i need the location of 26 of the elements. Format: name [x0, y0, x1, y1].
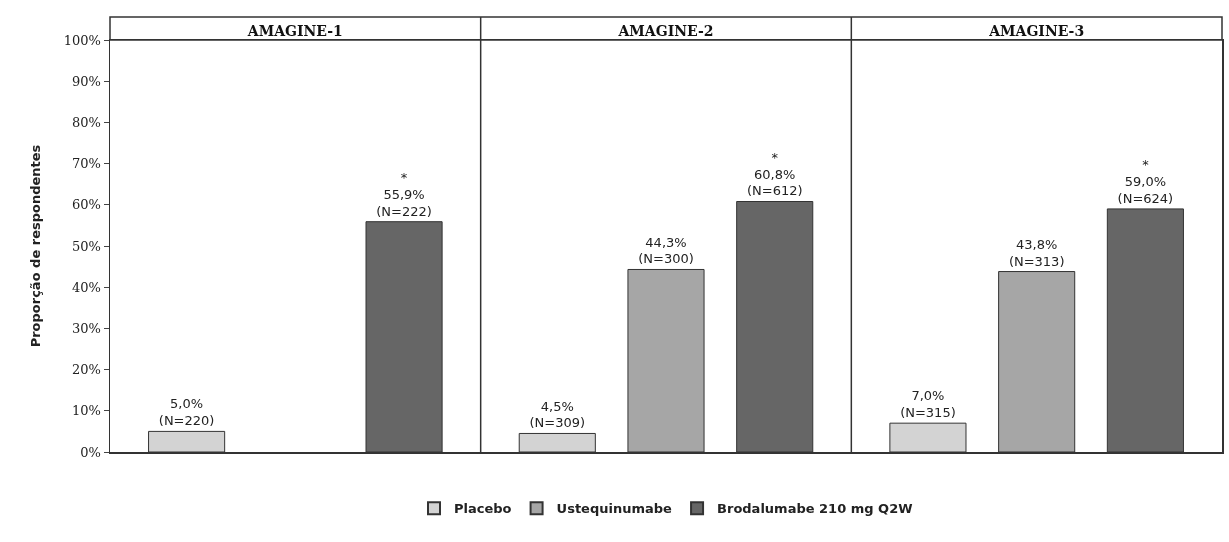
x-tick-label: AMAGINE-3: [988, 22, 1085, 39]
x-tick-label: AMAGINE-1: [246, 22, 343, 39]
y-tick-label: 20%: [71, 362, 101, 378]
data-label: * 60,8% (N=612): [746, 149, 803, 199]
y-tick-label: 100%: [63, 32, 101, 48]
y-tick-label: 0%: [80, 444, 101, 460]
y-tick-label: 80%: [71, 114, 101, 130]
data-label: 7,0% (N=315): [900, 388, 956, 421]
y-tick-label: 60%: [71, 197, 101, 213]
y-tick-label: 10%: [71, 403, 101, 419]
legend-label: Brodalumabe 210 mg Q2W: [717, 501, 913, 517]
data-label: 5,0% (N=220): [158, 396, 215, 429]
y-tick-label: 50%: [71, 238, 101, 254]
data-label: 43,8% (N=313): [1008, 236, 1065, 269]
data-label: 4,5% (N=309): [529, 398, 586, 431]
y-tick-label: 40%: [71, 279, 101, 295]
data-label: 44,3% (N=300): [638, 234, 694, 267]
y-tick-label: 70%: [71, 156, 101, 172]
y-tick-label: 30%: [71, 320, 101, 336]
y-tick-label: 90%: [71, 73, 101, 89]
legend-label: Ustequinumabe: [556, 501, 673, 517]
data-label: * 55,9% (N=222): [376, 169, 432, 219]
legend-label: Placebo: [454, 501, 512, 517]
x-tick-label: AMAGINE-2: [617, 22, 714, 39]
data-label: * 59,0% (N=624): [1117, 157, 1174, 206]
y-axis-title: Proporção de respondentes: [27, 144, 43, 348]
